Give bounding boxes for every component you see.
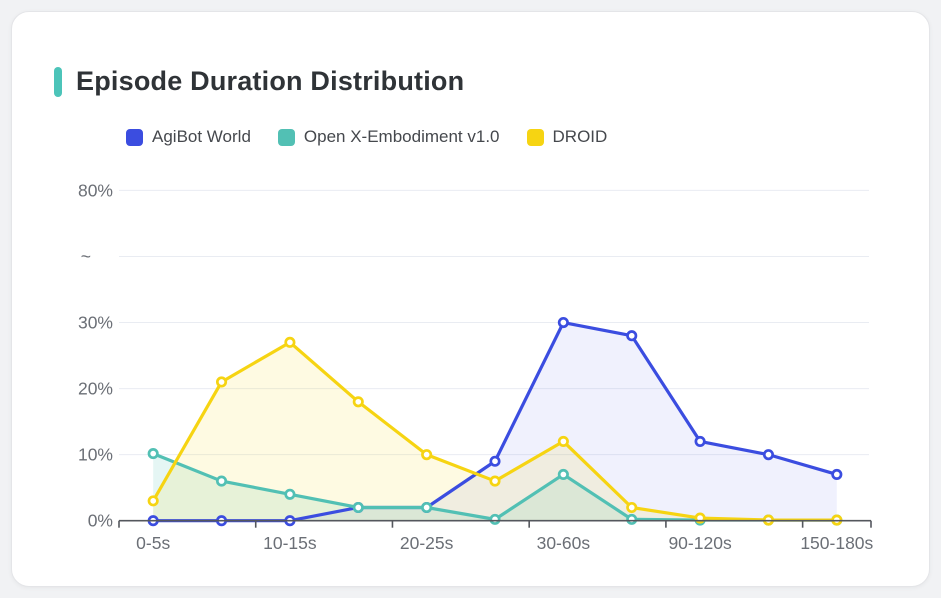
y-axis-label: 20%: [78, 379, 113, 399]
legend-label: Open X-Embodiment v1.0: [303, 127, 500, 146]
title-accent-bar: [54, 66, 62, 97]
data-point-open-x-embodiment-v1-0[interactable]: [557, 468, 569, 481]
x-axis-label: 10-15s: [263, 533, 317, 553]
data-point-open-x-embodiment-v1-0[interactable]: [284, 488, 296, 500]
x-axis-label: 90-120s: [668, 533, 731, 553]
x-axis-label: 0-5s: [136, 533, 170, 553]
legend-item-agibot-world[interactable]: AgiBot World: [126, 127, 251, 147]
legend-swatch-icon: [126, 128, 143, 146]
y-axis-label: 30%: [78, 313, 113, 333]
data-point-agibot-world[interactable]: [557, 316, 569, 329]
data-point-open-x-embodiment-v1-0[interactable]: [489, 513, 501, 525]
chart-legend: AgiBot World Open X-Embodiment v1.0 DROID: [126, 127, 607, 147]
legend-swatch-icon: [526, 128, 544, 146]
data-point-agibot-world[interactable]: [762, 449, 775, 461]
title-row: Episode Duration Distribution: [54, 66, 464, 97]
series-area-agibot-world: [153, 322, 837, 521]
data-point-agibot-world[interactable]: [831, 468, 843, 481]
y-axis-label: 10%: [78, 445, 113, 465]
page-title: Episode Duration Distribution: [76, 66, 465, 96]
data-point-agibot-world[interactable]: [626, 330, 638, 342]
data-point-droid[interactable]: [489, 475, 501, 487]
data-point-agibot-world[interactable]: [489, 455, 501, 467]
legend-label: AgiBot World: [152, 127, 251, 146]
legend-swatch-icon: [277, 128, 295, 146]
legend-item-open-x-embodiment-v1-0[interactable]: Open X-Embodiment v1.0: [277, 127, 500, 147]
data-point-droid[interactable]: [421, 449, 433, 461]
data-point-droid[interactable]: [215, 376, 228, 388]
y-axis-label: 0%: [88, 511, 113, 531]
data-point-agibot-world[interactable]: [694, 435, 706, 447]
y-axis-label: ~: [81, 246, 91, 266]
legend-label: DROID: [552, 127, 608, 146]
data-point-open-x-embodiment-v1-0[interactable]: [421, 501, 433, 514]
data-point-open-x-embodiment-v1-0[interactable]: [626, 513, 638, 525]
series-area-droid: [153, 342, 837, 521]
y-axis-label: 80%: [78, 180, 113, 200]
data-point-open-x-embodiment-v1-0[interactable]: [147, 448, 159, 460]
data-point-droid[interactable]: [284, 336, 296, 348]
data-point-droid[interactable]: [352, 396, 364, 408]
data-point-droid[interactable]: [557, 435, 569, 447]
series-area-open-x-embodiment-v1-0: [153, 453, 837, 521]
data-point-droid[interactable]: [147, 495, 159, 507]
x-axis-label: 20-25s: [400, 533, 454, 553]
data-point-open-x-embodiment-v1-0[interactable]: [352, 501, 364, 514]
data-point-open-x-embodiment-v1-0[interactable]: [215, 475, 228, 487]
x-axis-label: 30-60s: [537, 533, 591, 553]
chart-card: Episode Duration Distribution AgiBot Wor…: [11, 11, 930, 587]
x-axis-label: 150-180s: [800, 533, 873, 553]
data-point-droid[interactable]: [626, 501, 638, 514]
legend-item-droid[interactable]: DROID: [526, 127, 608, 147]
